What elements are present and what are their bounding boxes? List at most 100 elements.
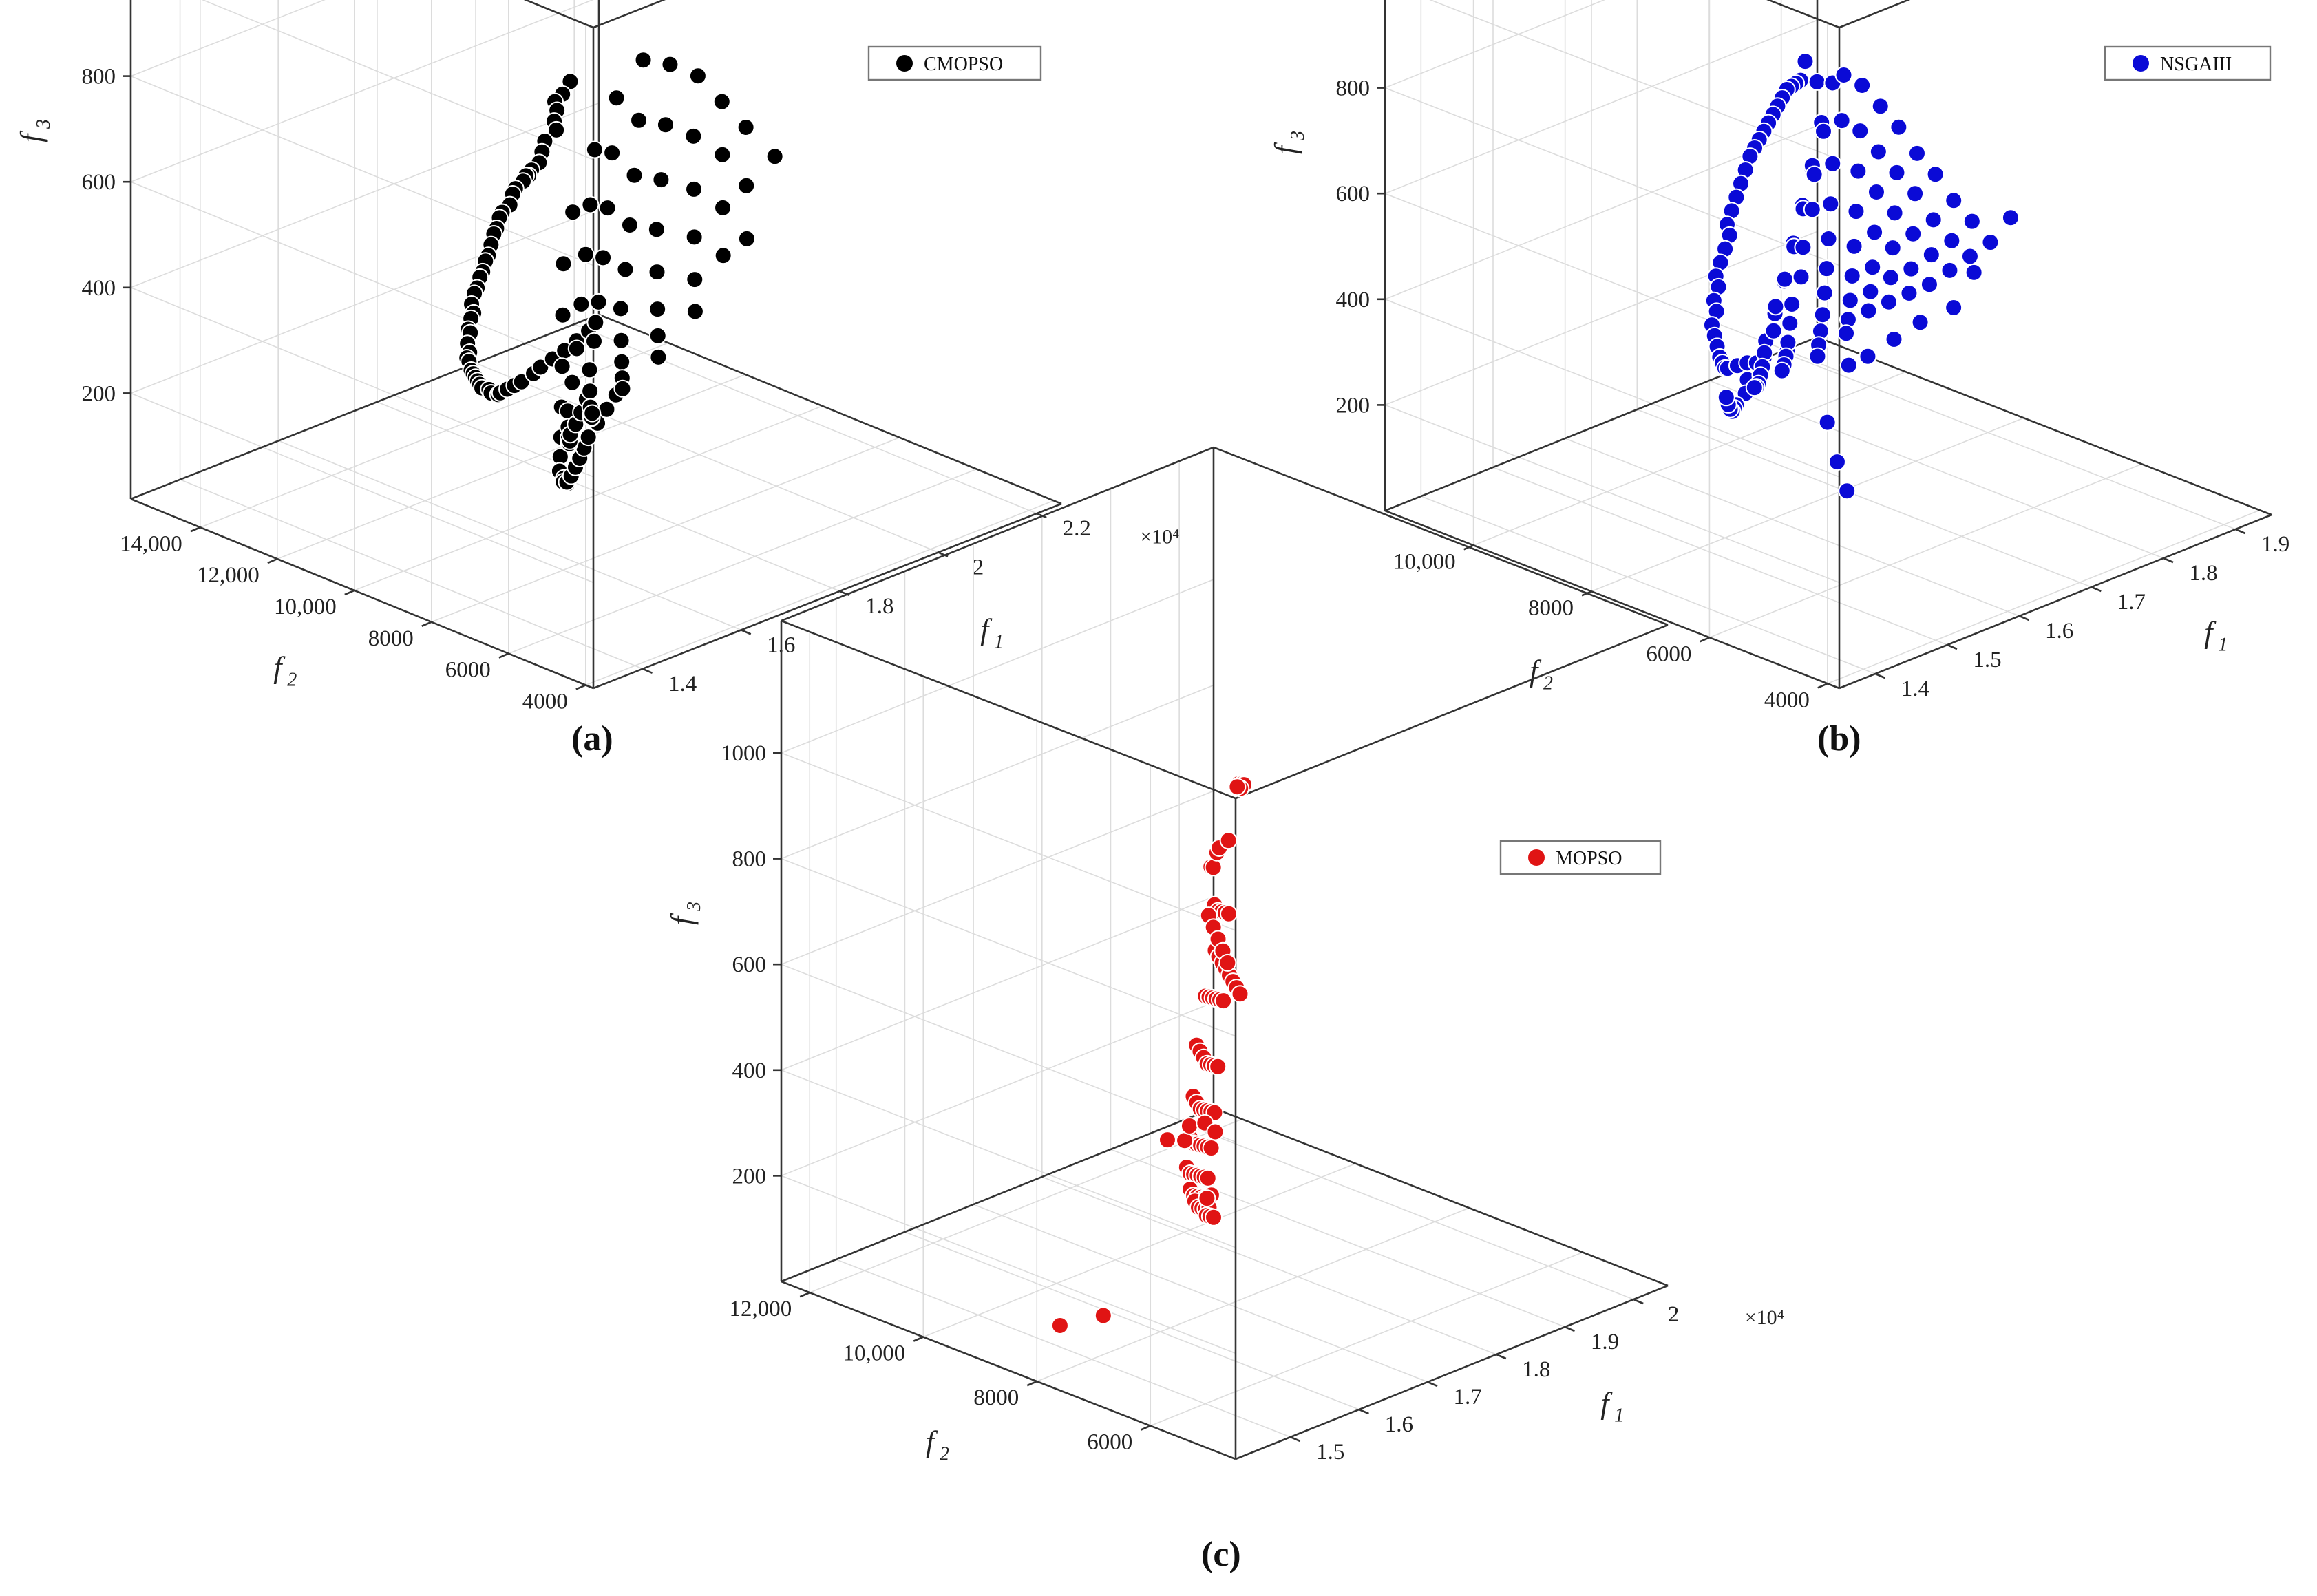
grid-line-z bbox=[1384, 404, 1840, 584]
z-axis-label-sub: 3 bbox=[684, 902, 705, 912]
data-point bbox=[1859, 301, 1878, 320]
data-point bbox=[579, 428, 597, 447]
box-edge bbox=[1213, 1107, 1669, 1287]
points-mopso bbox=[1050, 774, 1253, 1334]
data-point bbox=[714, 198, 732, 217]
data-point bbox=[1904, 224, 1923, 243]
y-axis-label-sub: 2 bbox=[287, 669, 297, 690]
data-point bbox=[613, 379, 632, 398]
x-exponent-label: ×10⁴ bbox=[1745, 1306, 1784, 1329]
x-tick-label: 1.4 bbox=[668, 672, 697, 696]
data-point bbox=[737, 229, 756, 248]
points-cmopso bbox=[458, 51, 784, 493]
x-tick bbox=[938, 551, 949, 557]
y-tick-label: 4000 bbox=[522, 689, 568, 714]
data-point bbox=[547, 120, 566, 139]
y-tick bbox=[913, 1336, 924, 1342]
x-tick-label: 1.8 bbox=[2189, 561, 2217, 586]
data-point bbox=[598, 199, 617, 217]
grid-line-z bbox=[130, 0, 326, 77]
grid-line-z bbox=[781, 896, 1214, 1071]
grid-line-y bbox=[585, 500, 1055, 686]
panel-mopso: 1.5 1.6 1.7 1.8 1.9 2 6000 8000 10,000 12,000 200 4… bbox=[665, 446, 1784, 1574]
data-point bbox=[1863, 258, 1882, 277]
panel-label: (c) bbox=[1201, 1535, 1241, 1574]
data-point bbox=[1849, 162, 1868, 180]
data-point bbox=[1885, 330, 1903, 349]
y-tick bbox=[1026, 1380, 1037, 1387]
data-point bbox=[1853, 76, 1872, 94]
data-point bbox=[620, 215, 639, 234]
legend-marker bbox=[2133, 55, 2149, 72]
panel-cmopso: 1.41.61.822.240006000800010,00012,00014,… bbox=[14, 0, 1180, 758]
grid-line-x bbox=[278, 440, 742, 631]
grid-line-z bbox=[781, 1175, 1236, 1354]
data-point bbox=[1205, 1208, 1223, 1226]
grid-line-y bbox=[508, 468, 977, 655]
z-axis-label: f bbox=[14, 130, 48, 142]
y-tick-label: 8000 bbox=[973, 1385, 1019, 1410]
data-point bbox=[1218, 953, 1237, 972]
grid-line-x bbox=[1421, 496, 1876, 674]
data-point bbox=[1920, 275, 1938, 294]
x-tick-label: 2 bbox=[1668, 1302, 1680, 1327]
box-edge bbox=[1235, 1284, 1669, 1460]
y-tick bbox=[498, 652, 509, 659]
data-point bbox=[1981, 233, 2000, 252]
data-point bbox=[563, 373, 582, 392]
box-edge bbox=[781, 1107, 1214, 1283]
grid-line-z bbox=[1384, 299, 1840, 478]
x-tick-label: 1.4 bbox=[1901, 677, 1929, 701]
x-axis-label: f bbox=[980, 613, 993, 647]
box-edge bbox=[1235, 624, 1669, 800]
z-tick-label: 200 bbox=[732, 1164, 767, 1189]
z-tick-label: 600 bbox=[82, 170, 116, 195]
x-axis-label-sub: 1 bbox=[1614, 1405, 1624, 1427]
x-axis-label-sub: 1 bbox=[2218, 635, 2228, 656]
data-point bbox=[656, 116, 675, 134]
data-point bbox=[647, 220, 666, 239]
y-tick-label: 8000 bbox=[368, 626, 414, 651]
data-point bbox=[1859, 347, 1877, 365]
data-point bbox=[1815, 122, 1832, 140]
grid-line-z bbox=[1384, 87, 1840, 266]
grid-line-x bbox=[1637, 409, 2092, 588]
grid-line-z bbox=[130, 103, 600, 288]
data-point bbox=[581, 195, 600, 214]
data-point bbox=[1900, 284, 1918, 303]
data-point bbox=[1851, 122, 1870, 140]
data-point bbox=[737, 118, 755, 137]
data-point bbox=[1794, 238, 1812, 257]
grid-line-z bbox=[781, 684, 1214, 860]
grid-line-y bbox=[431, 437, 900, 623]
data-point bbox=[1885, 204, 1904, 222]
z-tick-label: 200 bbox=[82, 381, 116, 406]
y-axis-label-sub: 2 bbox=[940, 1443, 949, 1465]
legend-box bbox=[1499, 840, 1662, 875]
grid-line-z bbox=[781, 790, 1214, 965]
grid-line-x bbox=[1781, 351, 2236, 530]
legend-label: MOPSO bbox=[1556, 848, 1622, 869]
data-point bbox=[1180, 1116, 1198, 1135]
data-point bbox=[686, 302, 704, 321]
z-tick-label: 1000 bbox=[721, 741, 766, 766]
data-point bbox=[1781, 314, 1799, 332]
box-edge bbox=[130, 498, 594, 690]
data-point bbox=[625, 166, 644, 184]
y-axis-label-sub: 2 bbox=[1543, 672, 1553, 694]
data-point bbox=[1818, 413, 1837, 432]
data-point bbox=[1881, 268, 1900, 287]
grid-line-z bbox=[130, 208, 600, 394]
legend: NSGAIII bbox=[2104, 45, 2272, 81]
z-tick-label: 800 bbox=[732, 847, 767, 872]
data-point bbox=[685, 180, 703, 198]
data-point bbox=[553, 357, 571, 376]
grid-line-y bbox=[1036, 1207, 1470, 1382]
data-point bbox=[1219, 831, 1238, 850]
y-axis-label: f bbox=[926, 1425, 938, 1458]
x-tick bbox=[1290, 1436, 1301, 1443]
data-point bbox=[553, 306, 572, 324]
x-tick bbox=[1496, 1353, 1507, 1360]
box-edge bbox=[598, 313, 1062, 505]
